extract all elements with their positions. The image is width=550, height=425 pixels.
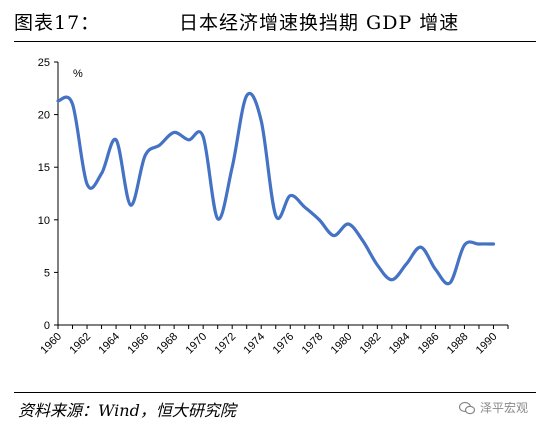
top-rule (14, 41, 536, 42)
x-tick-label: 1964 (96, 331, 122, 357)
unit-label: % (73, 68, 83, 80)
x-tick-label: 1966 (125, 331, 151, 357)
x-tick-label: 1982 (358, 331, 384, 357)
bottom-rule (14, 392, 536, 393)
y-tick-label: 25 (38, 57, 50, 69)
x-tick-label: 1968 (154, 331, 180, 357)
x-tick-label: 1974 (242, 331, 268, 357)
watermark: 泽平宏观 (458, 399, 528, 416)
x-tick-label: 1962 (67, 331, 93, 357)
figure-number: 图表17： (14, 11, 101, 34)
y-tick-label: 20 (38, 110, 50, 122)
x-tick-label: 1972 (213, 331, 239, 357)
chart-title: 日本经济增速换挡期 GDP 增速 (179, 11, 460, 34)
x-tick-label: 1986 (416, 331, 442, 357)
x-tick-label: 1984 (387, 331, 413, 357)
x-tick-label: 1960 (38, 331, 64, 357)
wechat-icon (458, 401, 475, 414)
gdp-growth-line (56, 91, 496, 286)
watermark-text: 泽平宏观 (479, 401, 528, 415)
x-tick-label: 1970 (183, 331, 209, 357)
y-tick-label: 0 (44, 320, 50, 332)
x-tick-label: 1976 (271, 331, 297, 357)
x-tick-label: 1980 (329, 331, 355, 357)
x-tick-label: 1990 (474, 331, 500, 357)
y-tick-label: 15 (38, 162, 50, 174)
source-note: 资料来源：Wind，恒大研究院 (18, 401, 236, 420)
x-tick-label: 1988 (445, 331, 471, 357)
x-tick-label: 1978 (300, 331, 326, 357)
y-tick-label: 5 (44, 267, 50, 279)
y-tick-label: 10 (38, 215, 50, 227)
chart-title-row: 图表17： 日本经济增速换挡期 GDP 增速 (14, 4, 536, 38)
